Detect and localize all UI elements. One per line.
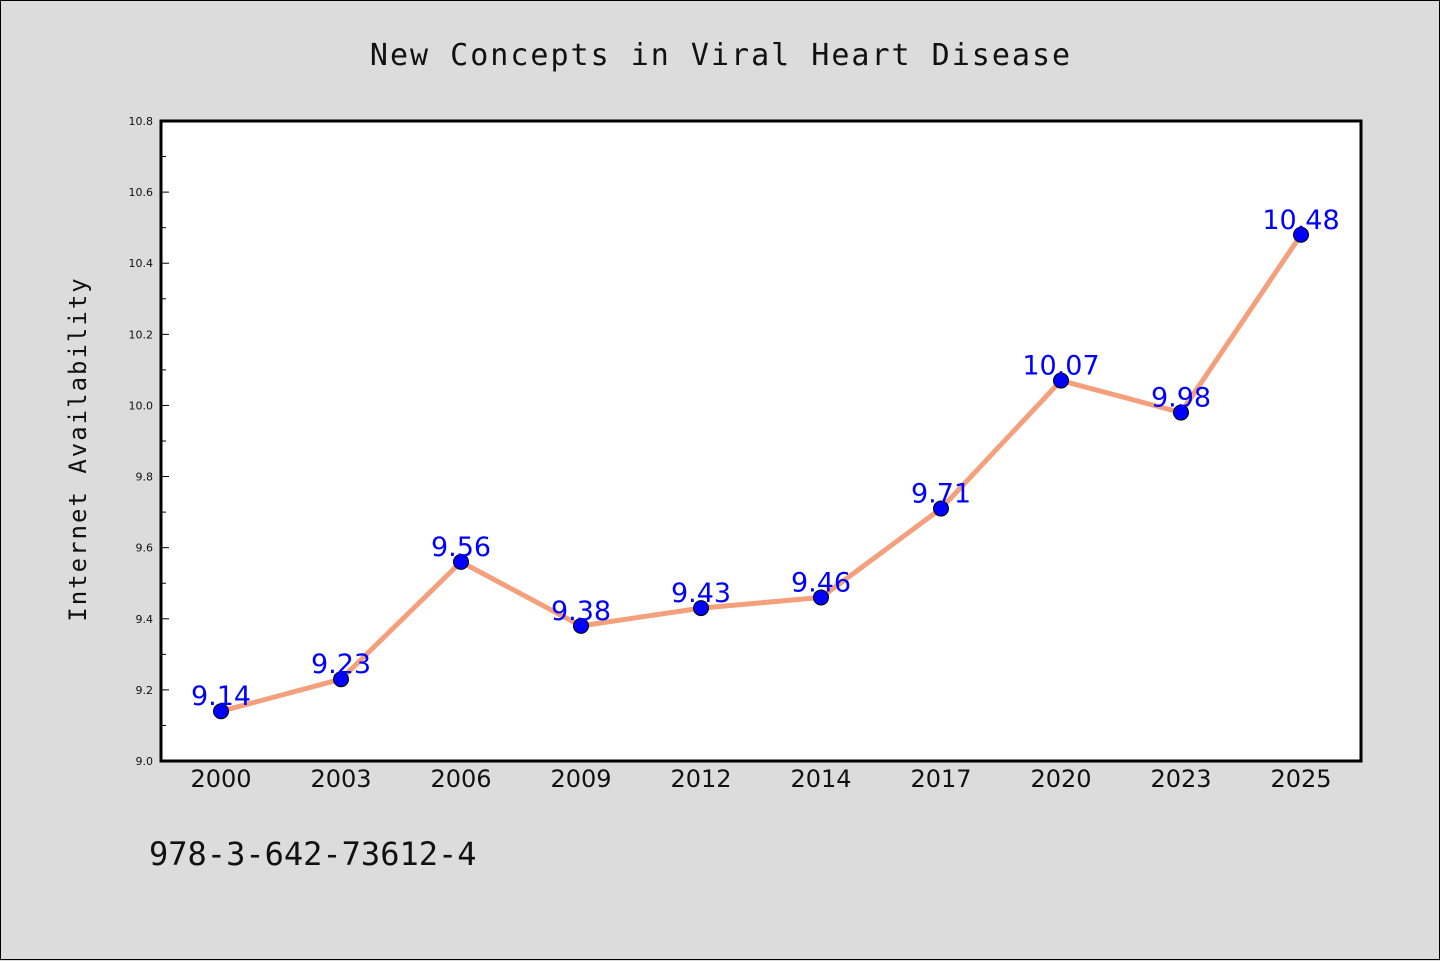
x-tick-label: 2009: [550, 765, 611, 793]
x-tick-label: 2012: [670, 765, 731, 793]
data-point-label: 10.07: [1022, 351, 1099, 382]
data-point-marker: [1053, 372, 1069, 389]
y-tick-label: 9.0: [136, 755, 154, 768]
data-point-marker: [813, 589, 829, 606]
data-point-label: 9.56: [431, 532, 491, 563]
y-tick-label: 10.6: [129, 186, 154, 199]
y-tick-label: 9.4: [136, 613, 154, 626]
x-tick-label: 2006: [430, 765, 491, 793]
data-point-marker: [573, 617, 589, 634]
x-tick-label: 2003: [310, 765, 371, 793]
isbn-footnote: 978-3-642-73612-4: [149, 835, 477, 873]
x-tick-label: 2014: [790, 765, 851, 793]
data-labels: 9.14 9.23 9.56 9.38 9.43 9.46 9.71 10.07 9.98 10.…: [191, 205, 1340, 712]
data-point-marker: [933, 500, 949, 517]
data-point-label: 9.23: [311, 649, 371, 680]
data-markers: [213, 226, 1309, 720]
data-point-marker: [453, 553, 469, 570]
data-point-marker: [333, 671, 349, 688]
chart-title: New Concepts in Viral Heart Disease: [370, 38, 1072, 73]
y-tick-label: 10.4: [129, 257, 154, 270]
x-tick-label: 2020: [1030, 765, 1091, 793]
data-point-marker: [693, 600, 709, 617]
data-point-marker: [213, 703, 229, 720]
x-tick-label: 2017: [910, 765, 971, 793]
series-line: [218, 232, 1304, 714]
y-tick-label: 9.6: [136, 542, 154, 555]
data-point-marker: [1293, 226, 1309, 243]
data-point-label: 9.71: [911, 479, 971, 510]
x-tick-label: 2000: [190, 765, 251, 793]
plot-area: [159, 119, 1363, 763]
y-tick-label: 10.2: [129, 328, 154, 341]
data-point-label: 9.98: [1151, 383, 1211, 414]
data-point-label: 9.46: [791, 567, 851, 598]
data-point-label: 10.48: [1262, 205, 1339, 236]
x-tick-label: 2023: [1150, 765, 1211, 793]
y-tick-label: 10.8: [129, 115, 154, 128]
y-axis-ticks: 9.0 9.2 9.4 9.6 9.8 10.0 10.2 10.4 10.6 10.8: [129, 115, 169, 768]
y-tick-label: 9.8: [136, 471, 154, 484]
data-point-label: 9.43: [671, 578, 731, 609]
y-tick-label: 9.2: [136, 684, 154, 697]
data-point-label: 9.38: [551, 596, 611, 627]
y-axis-label: Internet Availability: [64, 276, 92, 621]
data-point-marker: [1173, 404, 1189, 421]
x-axis-ticks: 2000 2003 2006 2009 2012 2014 2017 2020 2023 2025: [190, 765, 1331, 793]
data-point-label: 9.14: [191, 681, 251, 712]
y-tick-label: 10.0: [129, 399, 154, 412]
x-tick-label: 2025: [1270, 765, 1331, 793]
